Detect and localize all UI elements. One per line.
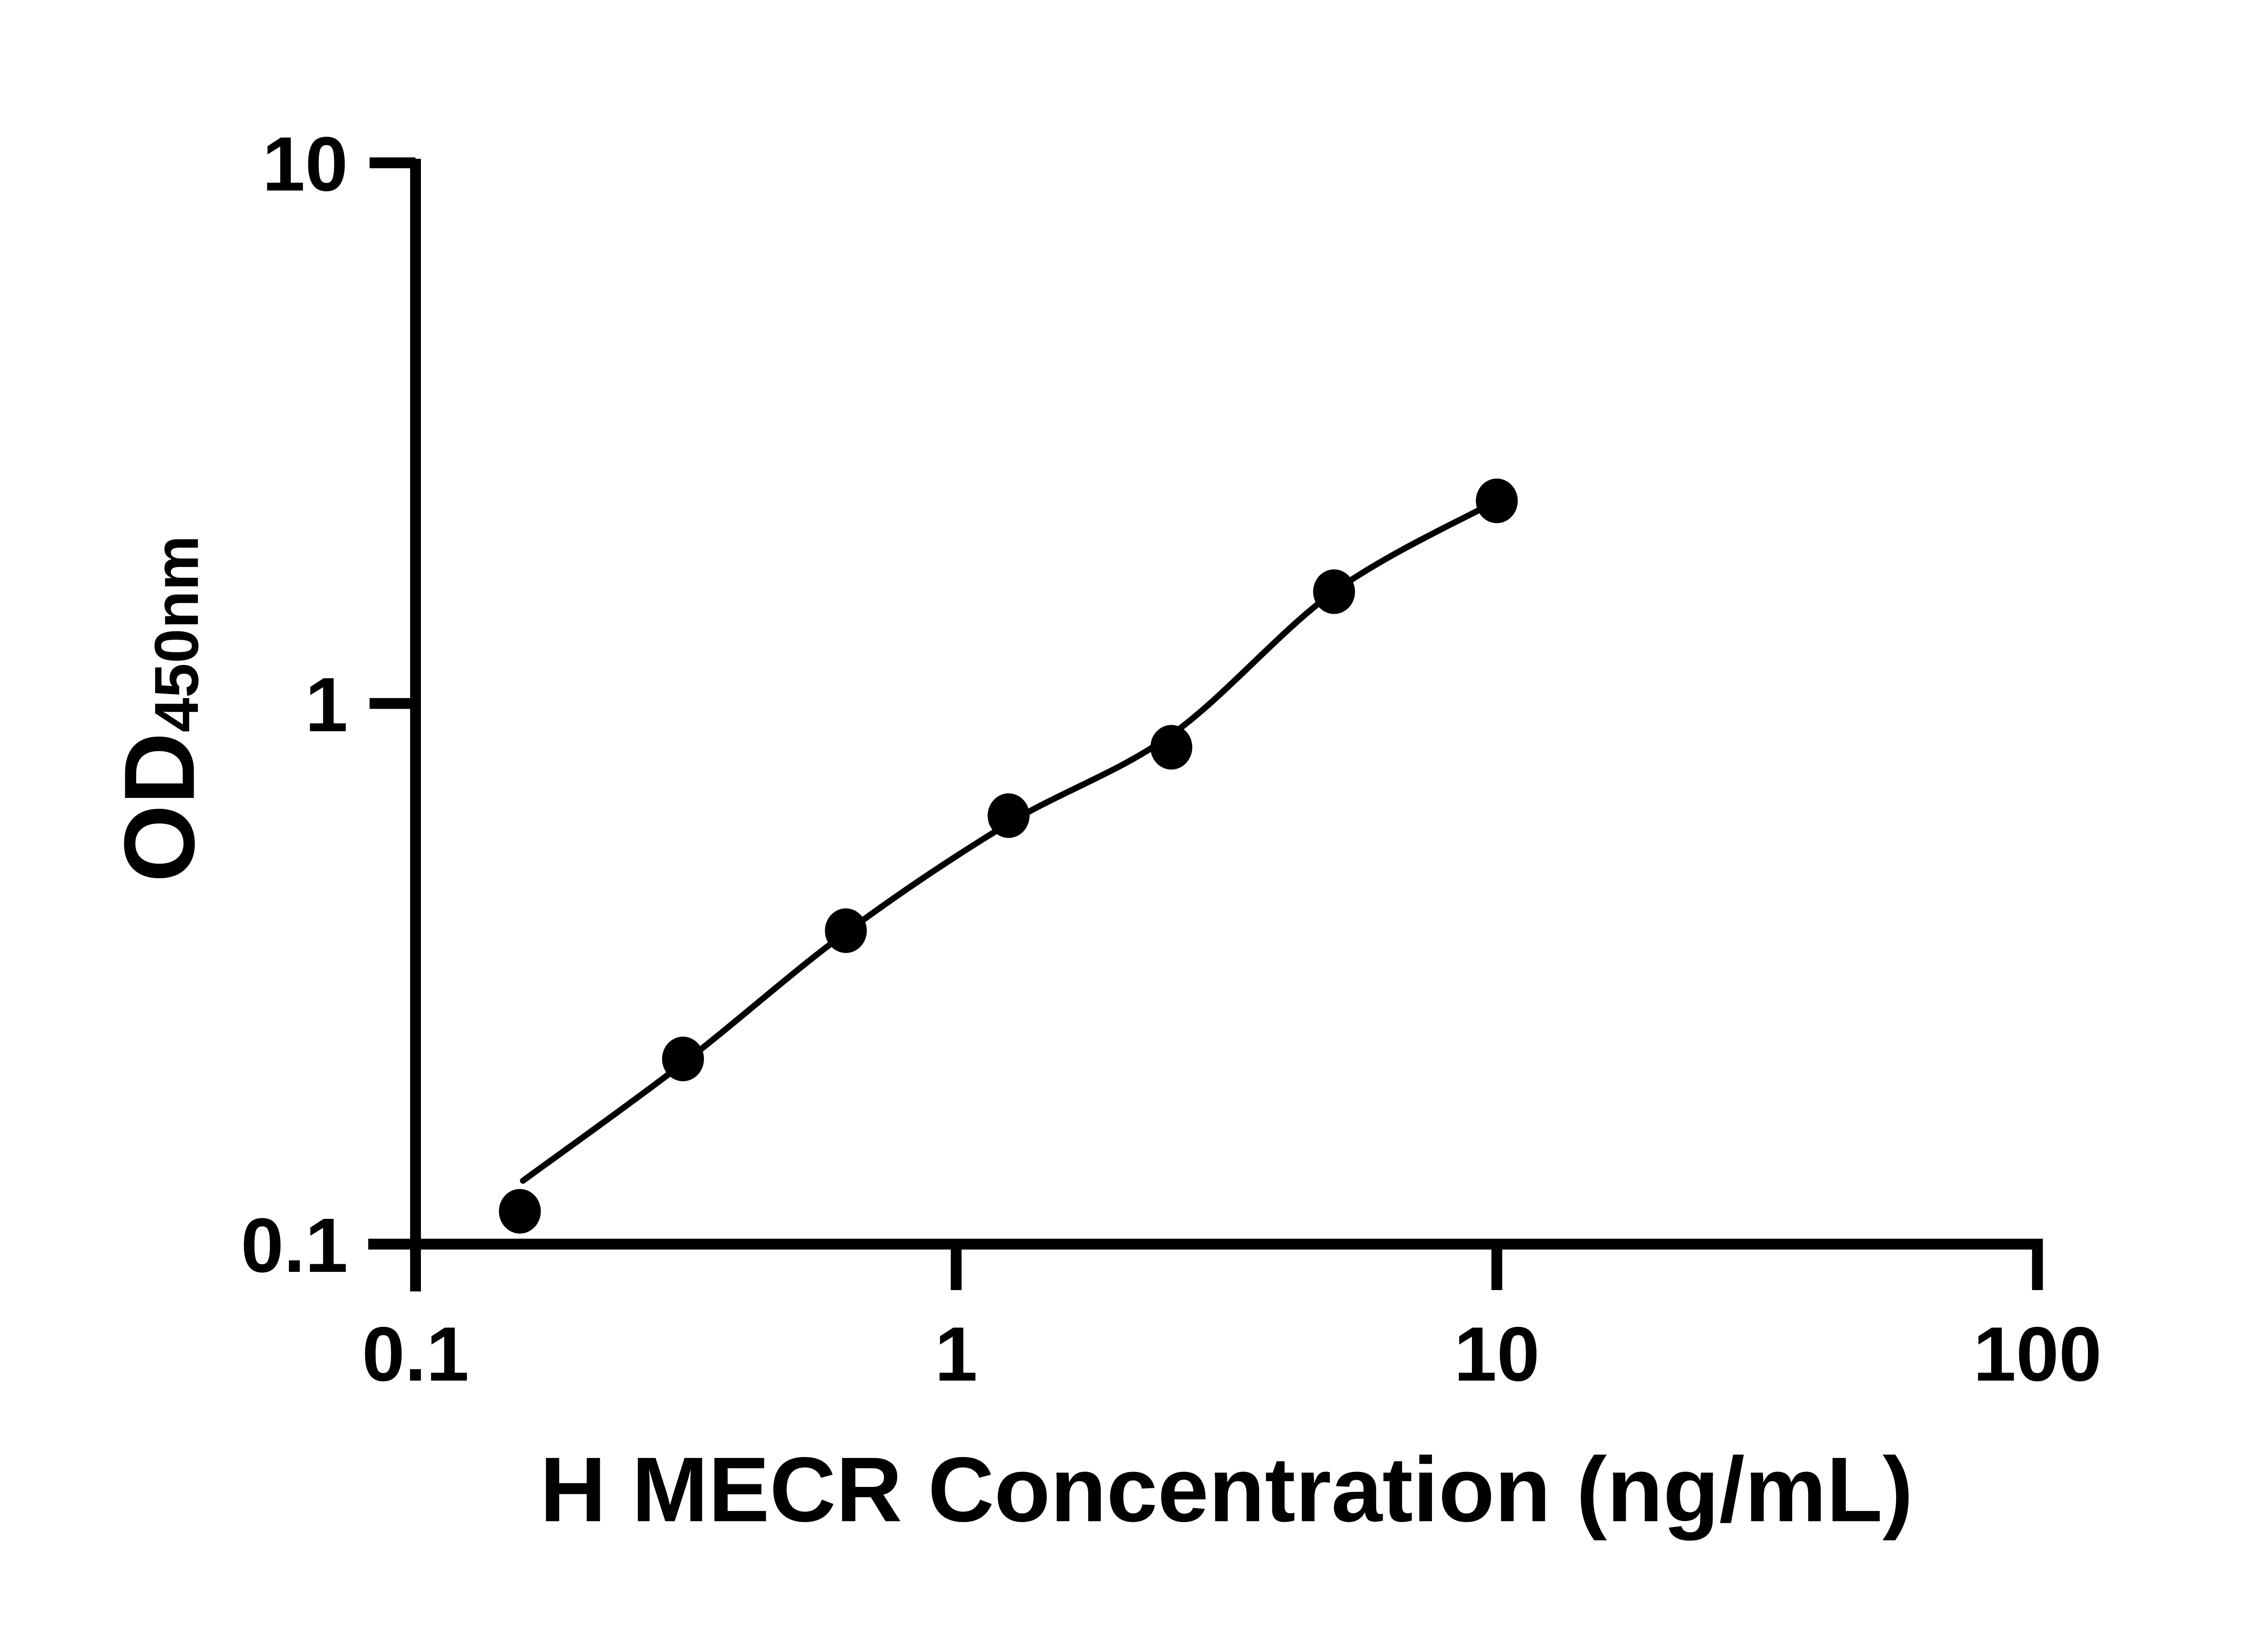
data-point-0.3125	[662, 1037, 704, 1081]
x-tick-label-1: 1	[935, 1311, 978, 1397]
x-axis-title: H MECR Concentration (ng/mL)	[540, 1438, 1913, 1541]
y-axis-title: OD450nm	[103, 535, 215, 882]
y-tick-label-0.1: 0.1	[241, 1202, 348, 1288]
y-axis-title-main: OD	[103, 732, 215, 882]
data-point-1.25	[987, 793, 1030, 838]
x-tick-label-10: 10	[1454, 1311, 1540, 1397]
data-point-0.625	[825, 908, 867, 953]
data-point-10	[1476, 478, 1518, 523]
y-tick-label-1: 1	[305, 661, 348, 748]
y-axis-title-subscript: 450nm	[142, 535, 211, 732]
data-point-2.5	[1150, 725, 1193, 770]
elisa-standard-curve-figure: 0.1 1 10 0.1 1 10 100 H MECR Concentration (ng/…	[18, 7, 2268, 1633]
y-tick-label-10: 10	[262, 121, 348, 207]
data-point-0.156	[499, 1189, 541, 1234]
chart-canvas: 0.1 1 10 0.1 1 10 100 H MECR Concentration (ng/…	[18, 13, 2268, 1633]
figure-background	[18, 13, 2268, 1633]
data-point-5	[1313, 569, 1355, 614]
x-tick-label-0.1: 0.1	[362, 1311, 469, 1397]
x-tick-label-100: 100	[1973, 1311, 2102, 1397]
